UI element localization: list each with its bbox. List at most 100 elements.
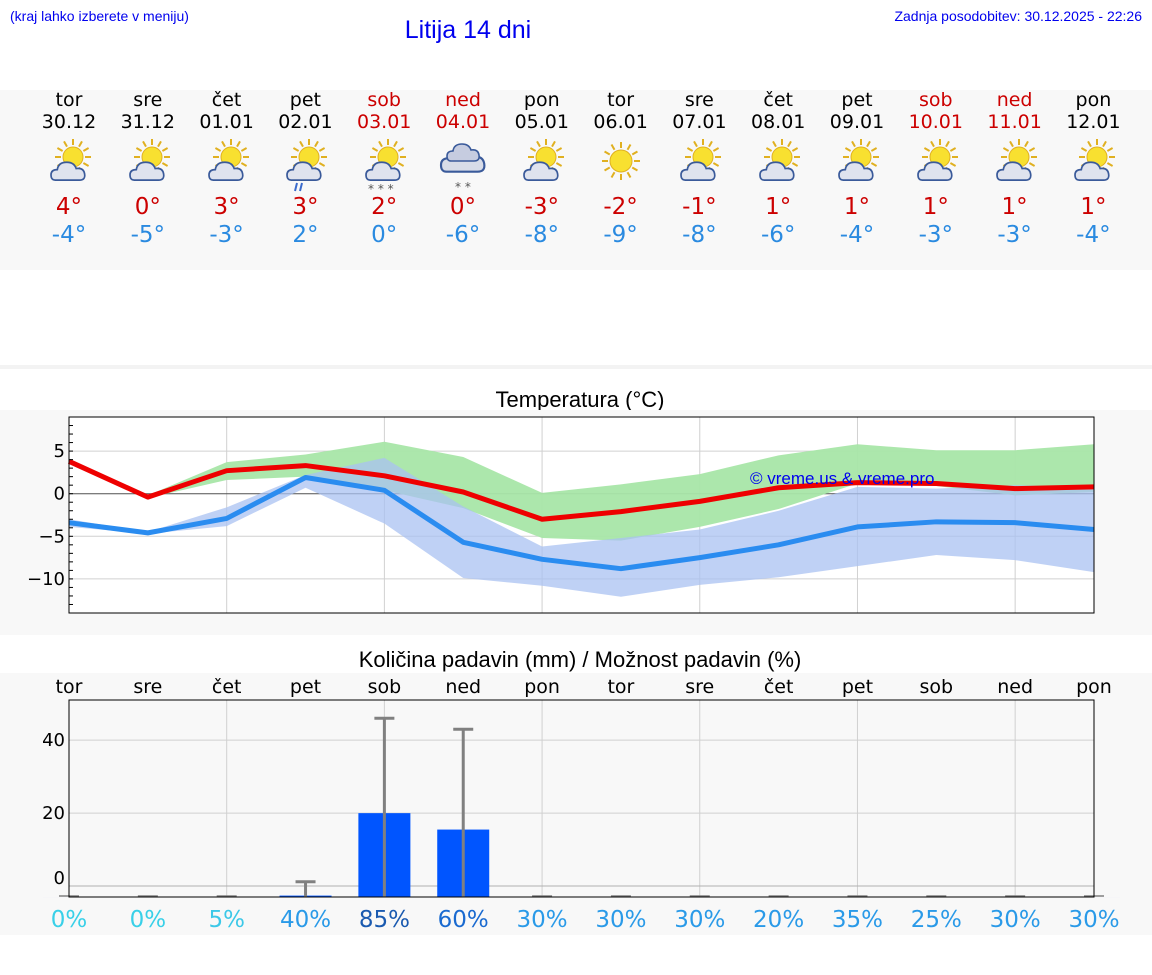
svg-text:* *: * * [455, 180, 471, 194]
day-label: pon [1076, 676, 1112, 698]
day-date: 01.01 [199, 111, 254, 133]
max-temperature: -3° [524, 194, 560, 220]
min-temperature: -3° [209, 222, 244, 248]
chart-background [0, 673, 1152, 935]
y-tick-label: −10 [27, 569, 65, 590]
partly-cloudy-icon [680, 139, 722, 181]
day-name: tor [55, 89, 83, 111]
precipitation-probability: 85% [359, 907, 410, 933]
day-column: čet 01.01 3° -3° [187, 89, 267, 249]
min-temperature: 0° [371, 222, 398, 248]
page-title: Litija 14 dni [404, 16, 532, 44]
precipitation-probability: 0% [51, 907, 88, 933]
max-temperature: -2° [603, 194, 638, 220]
precipitation-probability: 30% [595, 907, 646, 933]
day-column: pon 12.01 1° -4° [1053, 89, 1133, 249]
y-tick-label: −5 [38, 526, 65, 547]
partly-cloudy-icon [759, 139, 801, 181]
precipitation-probability: 30% [990, 907, 1041, 933]
day-name: sob [919, 89, 953, 111]
sunny-icon [601, 142, 640, 180]
max-temperature: 1° [922, 194, 949, 220]
day-label: tor [56, 676, 83, 698]
day-name: sob [367, 89, 401, 111]
min-temperature: 2° [292, 222, 319, 248]
day-name: sre [684, 89, 714, 111]
day-label: čet [764, 676, 794, 698]
max-temperature: 3° [213, 194, 240, 220]
day-date: 09.01 [829, 111, 885, 133]
min-temperature: -6° [760, 222, 796, 248]
day-column: sre 07.01 -1° -8° [659, 89, 739, 249]
partly-cloudy-icon [1074, 139, 1116, 181]
precipitation-probability: 35% [832, 907, 883, 933]
partly-cloudy-snow-icon: * * * [365, 139, 407, 195]
day-date: 07.01 [672, 111, 727, 133]
day-column: sob 10.01 1° -3° [896, 89, 976, 249]
precipitation-chart-title: Količina padavin (mm) / Možnost padavin … [358, 647, 802, 672]
precipitation-probability: 60% [438, 907, 489, 933]
day-date: 08.01 [750, 111, 806, 133]
day-date: 06.01 [593, 111, 648, 133]
day-date: 30.12 [41, 111, 97, 133]
day-date: 12.01 [1066, 111, 1121, 133]
day-label: pon [524, 676, 560, 698]
day-name: pet [289, 89, 321, 111]
partly-cloudy-icon [128, 139, 170, 181]
day-name: ned [445, 89, 481, 111]
day-label: sob [368, 676, 402, 698]
day-name: pon [1075, 89, 1112, 111]
cloudy-snow-icon: * * [439, 143, 486, 194]
last-update-text: Zadnja posodobitev: 30.12.2025 - 22:26 [894, 8, 1142, 24]
watermark-text: © vreme.us & vreme.pro [750, 469, 934, 488]
partly-cloudy-icon [995, 139, 1037, 181]
temperature-chart-title: Temperatura (°C) [495, 387, 665, 412]
min-temperature: -5° [130, 222, 166, 248]
day-label: tor [607, 676, 634, 698]
plot-frame [68, 416, 1095, 614]
day-date: 02.01 [278, 111, 333, 133]
min-temperature: -9° [603, 222, 638, 248]
day-column: tor 06.01 -2° -9° [581, 89, 661, 249]
day-label: sre [133, 676, 162, 698]
max-temperature: 3° [292, 194, 319, 220]
max-temperature: 1° [843, 194, 871, 220]
max-temperature: 1° [765, 194, 792, 220]
day-name: čet [763, 89, 793, 111]
max-temperature: 0° [134, 194, 161, 220]
day-name: ned [996, 89, 1033, 111]
y-tick-label: 40 [42, 730, 65, 751]
min-temperature: -4° [51, 222, 87, 248]
day-column: čet 08.01 1° -6° [738, 89, 818, 249]
day-column: pet 02.01 3° 2° [265, 89, 345, 249]
day-label: ned [997, 676, 1033, 698]
max-temperature: 1° [1080, 194, 1107, 220]
partly-cloudy-icon [838, 139, 879, 181]
day-label: sre [685, 676, 714, 698]
day-name: sre [133, 89, 163, 111]
y-tick-label: 0 [54, 868, 65, 889]
day-label: čet [212, 676, 242, 698]
day-date: 03.01 [356, 111, 412, 133]
plot-frame [68, 699, 1095, 898]
day-label: pet [842, 676, 873, 698]
day-date: 11.01 [987, 111, 1042, 133]
precipitation-probability: 20% [753, 907, 804, 933]
forecast-days-band [0, 90, 1152, 270]
precipitation-probability: 5% [208, 907, 245, 933]
max-temperature: 0° [449, 194, 477, 220]
day-column: pon 05.01 -3° -8° [502, 89, 582, 249]
precipitation-chart: tor sre čet pet sob ned pon tor sre čet pet sob ned p… [0, 673, 1152, 935]
day-name: pet [841, 89, 873, 111]
max-temperature: 1° [1001, 194, 1028, 220]
day-date: 04.01 [435, 111, 491, 133]
tmin-range-band [69, 457, 1094, 597]
min-temperature: -8° [524, 222, 560, 248]
day-column: sre 31.12 0° -5° [108, 89, 188, 249]
temperature-chart: 5 0 −5 −10 © vreme.us & vreme.pro [0, 410, 1152, 635]
precipitation-probability: 0% [130, 907, 167, 933]
day-name: pon [523, 89, 560, 111]
day-label: sob [920, 676, 954, 698]
tmax-line [67, 459, 1095, 522]
min-temperature: -8° [682, 222, 717, 248]
